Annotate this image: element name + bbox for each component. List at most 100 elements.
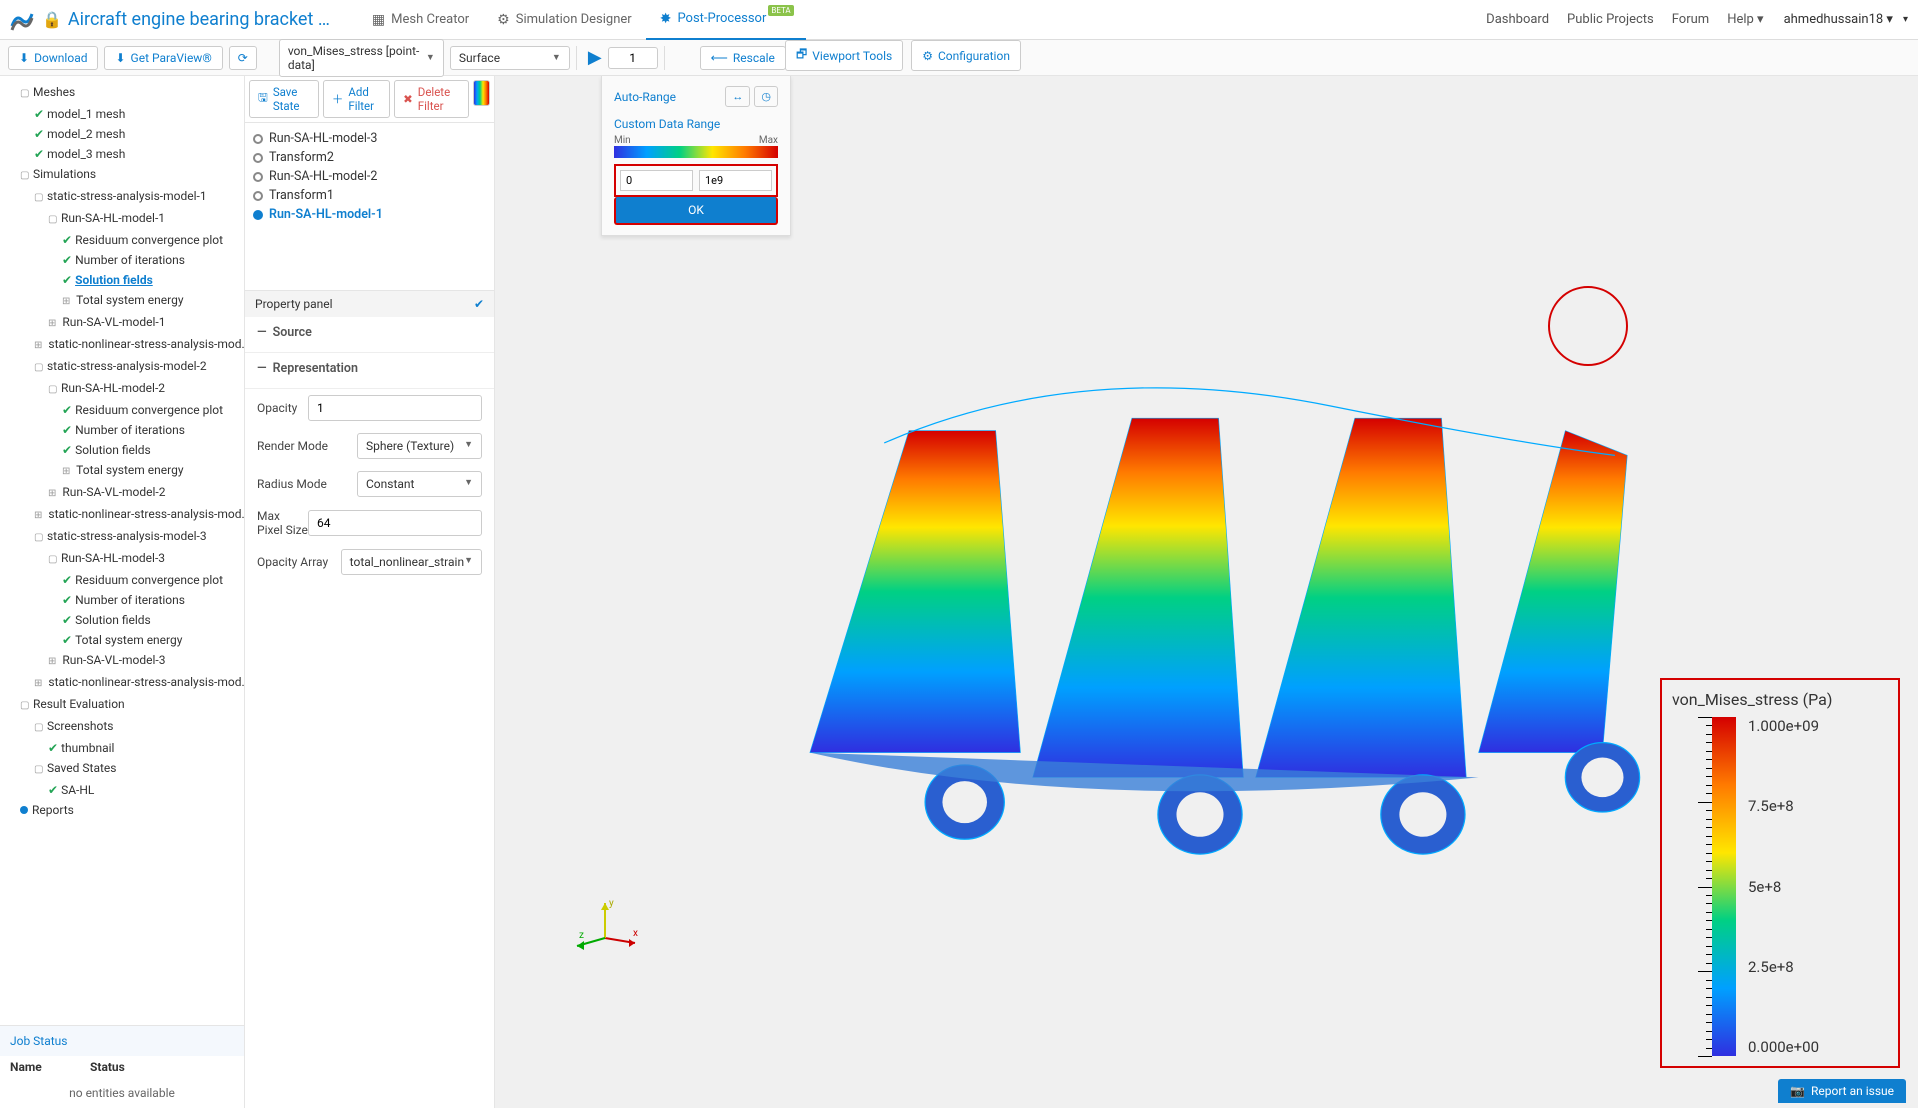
render-select[interactable]: Surface▼: [450, 46, 570, 70]
plus-icon[interactable]: ⊞: [48, 488, 56, 499]
tree-item[interactable]: Run-SA-HL-model-3: [61, 551, 165, 565]
tree-group[interactable]: Simulations: [33, 167, 96, 181]
tree-item[interactable]: Run-SA-HL-model-2: [61, 381, 165, 395]
tree-item[interactable]: static-nonlinear-stress-analysis-mod...: [48, 675, 244, 689]
rendermode-select[interactable]: Sphere (Texture)▼: [357, 433, 482, 459]
tree-item[interactable]: model_2 mesh: [47, 127, 125, 141]
tree-item[interactable]: Residuum convergence plot: [75, 573, 223, 587]
pipeline-item[interactable]: Run-SA-HL-model-3: [253, 129, 486, 148]
report-issue-button[interactable]: 📷Report an issue: [1778, 1079, 1906, 1103]
tree-item[interactable]: Reports: [32, 803, 74, 817]
toggle-icon[interactable]: ▢: [20, 166, 30, 186]
ok-button[interactable]: OK: [614, 197, 778, 225]
pipeline-item[interactable]: Transform1: [253, 186, 486, 205]
collapse-icon[interactable]: —: [257, 325, 267, 340]
field-select[interactable]: von_Mises_stress [point-data]▼: [279, 39, 444, 77]
visibility-dot-icon[interactable]: [253, 153, 263, 163]
toggle-icon[interactable]: ▢: [20, 84, 30, 104]
pipeline-item[interactable]: Run-SA-HL-model-1: [253, 205, 486, 224]
toggle-icon[interactable]: ▢: [20, 696, 30, 716]
tab-simulation-designer[interactable]: ⚙Simulation Designer: [483, 0, 646, 40]
tree-group[interactable]: Meshes: [33, 85, 75, 99]
tree-item[interactable]: Residuum convergence plot: [75, 233, 223, 247]
download-button[interactable]: ⬇Download: [8, 46, 98, 70]
visibility-dot-icon[interactable]: [253, 191, 263, 201]
tree-item[interactable]: model_3 mesh: [47, 147, 125, 161]
toggle-icon[interactable]: ▢: [34, 528, 44, 548]
frame-input[interactable]: [608, 47, 658, 69]
tree-item[interactable]: Run-SA-HL-model-1: [61, 211, 165, 225]
tree-item[interactable]: Run-SA-VL-model-3: [62, 653, 165, 667]
configuration-button[interactable]: ⚙Configuration: [911, 40, 1021, 71]
viewport-tools-button[interactable]: 🗗Viewport Tools: [785, 40, 903, 71]
min-input[interactable]: [620, 170, 693, 191]
visibility-dot-icon[interactable]: [253, 134, 263, 144]
radiusmode-select[interactable]: Constant▼: [357, 471, 482, 497]
colormap-button[interactable]: [473, 80, 490, 106]
tree-item[interactable]: SA-HL: [61, 783, 94, 797]
tree-item[interactable]: Solution fields: [75, 443, 151, 457]
paraview-button[interactable]: ⬇Get ParaView®: [104, 46, 222, 70]
opacity-input[interactable]: [308, 395, 482, 421]
tree-item[interactable]: Total system energy: [76, 463, 183, 477]
tree-item[interactable]: Saved States: [47, 761, 116, 775]
tree-item[interactable]: Number of iterations: [75, 253, 185, 267]
toggle-icon[interactable]: ▢: [48, 550, 58, 570]
tree-item[interactable]: static-nonlinear-stress-analysis-mod...: [48, 507, 244, 521]
tab-mesh-creator[interactable]: ▦Mesh Creator: [358, 0, 483, 40]
toggle-icon[interactable]: ▢: [34, 760, 44, 780]
tab-post-processor[interactable]: ✸Post-ProcessorBETA: [646, 0, 806, 40]
pipeline-item[interactable]: Transform2: [253, 148, 486, 167]
collapse-icon[interactable]: —: [257, 361, 267, 376]
nav-forum[interactable]: Forum: [1672, 12, 1709, 27]
play-button[interactable]: ▶: [588, 47, 602, 68]
tree-item[interactable]: Run-SA-VL-model-1: [62, 315, 165, 329]
tree-item[interactable]: static-stress-analysis-model-3: [47, 529, 207, 543]
toggle-icon[interactable]: ▢: [34, 188, 44, 208]
check-icon[interactable]: ✔: [474, 297, 484, 311]
plus-icon[interactable]: ⊞: [48, 656, 56, 667]
toggle-icon[interactable]: ▢: [34, 358, 44, 378]
time-preset-button[interactable]: ◷: [754, 86, 778, 107]
tree-item[interactable]: Solution fields: [75, 273, 153, 287]
tree-item[interactable]: static-stress-analysis-model-1: [47, 189, 207, 203]
tree-item[interactable]: static-nonlinear-stress-analysis-mod...: [48, 337, 244, 351]
save-state-button[interactable]: 🖫Save State: [249, 80, 319, 118]
opacityarray-select[interactable]: total_nonlinear_strain▼: [341, 549, 482, 575]
user-menu[interactable]: ahmedhussain18 ▾▾: [1784, 12, 1908, 27]
plus-icon[interactable]: ⊞: [62, 466, 70, 477]
tree-item[interactable]: Total system energy: [75, 633, 182, 647]
max-input[interactable]: [699, 170, 772, 191]
add-filter-button[interactable]: ＋Add Filter: [323, 80, 390, 118]
pipeline-item[interactable]: Run-SA-HL-model-2: [253, 167, 486, 186]
plus-icon[interactable]: ⊞: [34, 510, 42, 521]
viewport[interactable]: 🗗Viewport Tools ⚙Configuration Auto-Rang…: [495, 76, 1918, 1108]
tree-item[interactable]: Number of iterations: [75, 423, 185, 437]
nav-public-projects[interactable]: Public Projects: [1567, 12, 1654, 27]
tree-item[interactable]: Number of iterations: [75, 593, 185, 607]
tree-item[interactable]: static-stress-analysis-model-2: [47, 359, 207, 373]
tree-item[interactable]: thumbnail: [61, 741, 114, 755]
range-preset-button[interactable]: ↔: [725, 86, 750, 107]
toggle-icon[interactable]: ▢: [48, 210, 58, 230]
tree-item[interactable]: Total system energy: [76, 293, 183, 307]
project-title[interactable]: Aircraft engine bearing bracket an...: [68, 9, 338, 30]
toggle-icon[interactable]: ▢: [48, 380, 58, 400]
tree-item[interactable]: Run-SA-VL-model-2: [62, 485, 165, 499]
refresh-button[interactable]: ⟳: [229, 46, 257, 70]
nav-dashboard[interactable]: Dashboard: [1486, 12, 1549, 27]
tree-item[interactable]: model_1 mesh: [47, 107, 125, 121]
rescale-button[interactable]: ⟵Rescale: [700, 46, 786, 70]
plus-icon[interactable]: ⊞: [62, 296, 70, 307]
delete-filter-button[interactable]: ✖Delete Filter: [394, 80, 469, 118]
plus-icon[interactable]: ⊞: [34, 340, 42, 351]
maxpixel-input[interactable]: [308, 510, 482, 536]
visibility-dot-icon[interactable]: [253, 210, 263, 220]
nav-help[interactable]: Help ▾: [1727, 12, 1763, 27]
tree-item[interactable]: Screenshots: [47, 719, 113, 733]
tree-item[interactable]: Residuum convergence plot: [75, 403, 223, 417]
tree-group[interactable]: Result Evaluation: [33, 697, 125, 711]
tree-item[interactable]: Solution fields: [75, 613, 151, 627]
plus-icon[interactable]: ⊞: [34, 678, 42, 689]
toggle-icon[interactable]: ▢: [34, 718, 44, 738]
